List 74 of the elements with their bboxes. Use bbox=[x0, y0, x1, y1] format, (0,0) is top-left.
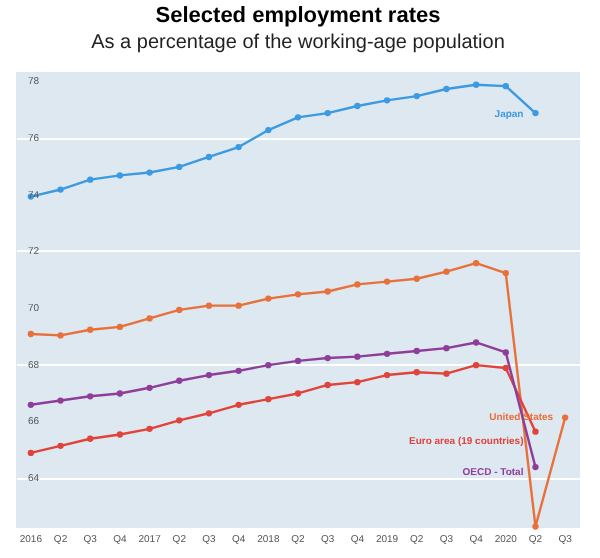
point bbox=[354, 281, 361, 288]
point bbox=[27, 401, 34, 408]
point bbox=[294, 357, 302, 365]
point bbox=[354, 353, 361, 360]
point bbox=[383, 371, 391, 379]
point bbox=[116, 431, 124, 438]
point bbox=[265, 295, 272, 302]
point bbox=[146, 169, 153, 176]
point bbox=[116, 172, 124, 179]
point bbox=[383, 97, 391, 104]
point bbox=[472, 361, 480, 369]
point bbox=[532, 109, 539, 117]
point bbox=[294, 114, 302, 121]
point bbox=[57, 186, 64, 193]
point bbox=[176, 163, 183, 171]
point bbox=[472, 81, 480, 88]
point bbox=[472, 260, 480, 267]
point bbox=[354, 102, 361, 110]
point bbox=[235, 302, 242, 309]
point bbox=[205, 371, 213, 379]
chart-subtitle: As a percentage of the working-age population bbox=[91, 32, 505, 54]
point bbox=[294, 291, 302, 298]
point bbox=[324, 288, 331, 295]
point bbox=[324, 109, 331, 117]
point bbox=[443, 370, 450, 377]
point bbox=[205, 302, 213, 309]
point bbox=[57, 332, 64, 339]
point bbox=[146, 425, 153, 433]
point bbox=[57, 442, 64, 450]
point bbox=[27, 449, 34, 457]
point bbox=[413, 347, 420, 355]
point bbox=[176, 417, 183, 424]
point bbox=[354, 378, 361, 386]
point bbox=[532, 523, 539, 530]
point bbox=[532, 428, 539, 435]
point bbox=[472, 339, 480, 346]
point bbox=[383, 278, 391, 285]
point bbox=[294, 390, 302, 397]
point bbox=[562, 414, 569, 421]
point bbox=[176, 306, 183, 314]
point bbox=[413, 369, 420, 376]
point bbox=[146, 315, 153, 322]
point bbox=[205, 153, 213, 161]
point bbox=[502, 364, 509, 372]
point bbox=[176, 377, 183, 384]
point bbox=[87, 326, 94, 333]
chart-title: Selected employment rates bbox=[155, 4, 441, 28]
point bbox=[116, 390, 124, 397]
point bbox=[532, 463, 539, 471]
point bbox=[413, 275, 420, 282]
point bbox=[383, 350, 391, 357]
point bbox=[265, 126, 272, 134]
point bbox=[87, 393, 94, 400]
point bbox=[235, 367, 242, 374]
point bbox=[443, 85, 450, 93]
point bbox=[443, 344, 450, 352]
point bbox=[87, 435, 94, 442]
point bbox=[443, 268, 450, 275]
point bbox=[265, 395, 272, 403]
point bbox=[502, 349, 509, 356]
point bbox=[235, 401, 242, 408]
point bbox=[27, 330, 34, 338]
point bbox=[146, 384, 153, 391]
point bbox=[116, 323, 124, 331]
point bbox=[87, 176, 94, 183]
point bbox=[502, 269, 509, 277]
point bbox=[265, 361, 272, 369]
point bbox=[235, 143, 242, 151]
point bbox=[413, 92, 420, 100]
point bbox=[502, 83, 509, 90]
point bbox=[57, 397, 64, 404]
point bbox=[324, 354, 331, 362]
point bbox=[324, 381, 331, 389]
point bbox=[205, 410, 213, 417]
